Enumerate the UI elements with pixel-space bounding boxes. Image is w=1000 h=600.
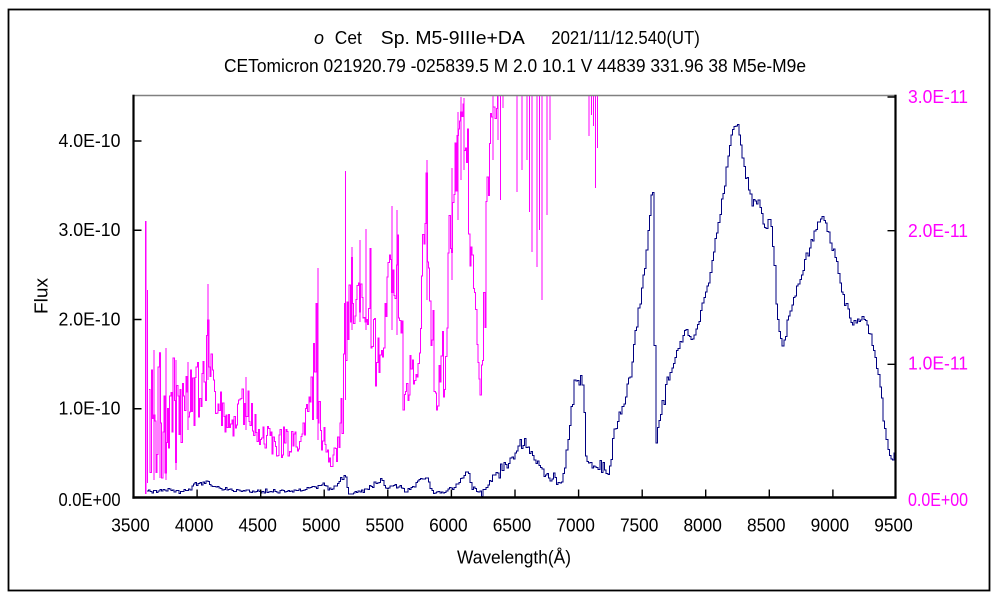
svg-text:5500: 5500 bbox=[366, 515, 405, 535]
svg-text:9000: 9000 bbox=[811, 515, 850, 535]
svg-text:3500: 3500 bbox=[111, 515, 150, 535]
svg-text:2.0E-10: 2.0E-10 bbox=[59, 309, 121, 329]
svg-text:4000: 4000 bbox=[175, 515, 214, 535]
svg-text:6500: 6500 bbox=[493, 515, 532, 535]
svg-text:4500: 4500 bbox=[238, 515, 277, 535]
svg-text:8000: 8000 bbox=[683, 515, 722, 535]
svg-text:6000: 6000 bbox=[429, 515, 468, 535]
svg-text:0.0E+00: 0.0E+00 bbox=[59, 490, 121, 510]
svg-text:o: o bbox=[314, 28, 324, 48]
svg-text:8500: 8500 bbox=[747, 515, 786, 535]
svg-text:0.0E+00: 0.0E+00 bbox=[908, 490, 968, 510]
svg-text:2.0E-11: 2.0E-11 bbox=[908, 221, 968, 241]
svg-text:9500: 9500 bbox=[874, 515, 913, 535]
svg-text:7000: 7000 bbox=[556, 515, 595, 535]
svg-text:2021/11/12.540(UT): 2021/11/12.540(UT) bbox=[551, 28, 700, 48]
svg-text:1.0E-11: 1.0E-11 bbox=[908, 353, 968, 373]
svg-text:CETomicron 021920.79 -025839.5: CETomicron 021920.79 -025839.5 M 2.0 10.… bbox=[224, 56, 806, 76]
svg-text:5000: 5000 bbox=[302, 515, 341, 535]
svg-text:Sp. M5-9IIIe+DA: Sp. M5-9IIIe+DA bbox=[381, 28, 525, 48]
svg-text:Cet: Cet bbox=[335, 28, 362, 48]
svg-text:Wavelength(Å): Wavelength(Å) bbox=[457, 548, 571, 568]
svg-text:4.0E-10: 4.0E-10 bbox=[59, 131, 121, 151]
svg-text:3.0E-10: 3.0E-10 bbox=[59, 220, 121, 240]
svg-text:1.0E-10: 1.0E-10 bbox=[59, 399, 121, 419]
svg-text:Flux: Flux bbox=[32, 278, 52, 314]
svg-text:7500: 7500 bbox=[620, 515, 659, 535]
svg-text:3.0E-11: 3.0E-11 bbox=[908, 87, 968, 107]
